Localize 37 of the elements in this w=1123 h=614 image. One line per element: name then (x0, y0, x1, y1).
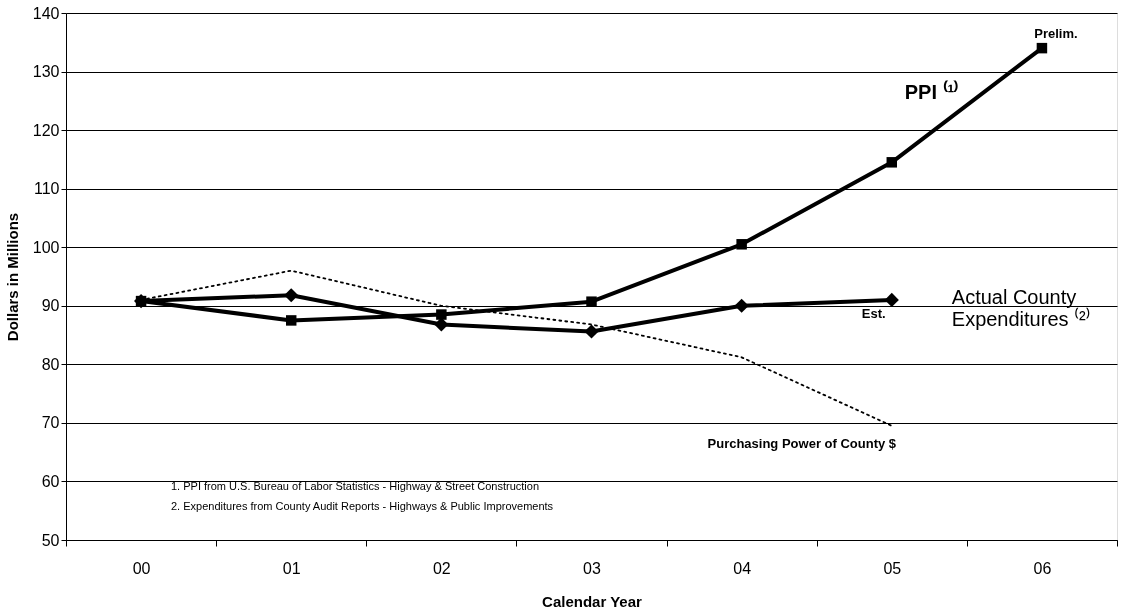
x-tick-label: 02 (432, 559, 451, 577)
x-tick-label: 04 (733, 559, 752, 577)
y-tick-label: 140 (32, 4, 60, 22)
annotation: 2. Expenditures from County Audit Reports - Highways & Public Improvements (171, 500, 554, 512)
y-tick-label: 120 (32, 121, 60, 139)
x-axis-title: Calendar Year (542, 592, 643, 610)
y-tick-label: 100 (32, 238, 60, 256)
annotation: 1. PPI from U.S. Bureau of Labor Statistics - Highway & Street Construction (171, 480, 540, 492)
y-tick-label: 130 (32, 63, 60, 81)
point (584, 324, 599, 339)
x-tick-label: 03 (583, 559, 601, 577)
y-tick-label: 50 (41, 531, 60, 549)
x-tick-label: 00 (132, 559, 151, 577)
y-tick-label: 80 (41, 355, 60, 373)
x-tick-label: 01 (282, 559, 301, 577)
point (1036, 42, 1048, 54)
series-label: PPI ⁽¹⁾ (904, 80, 960, 104)
x-tick-label: 06 (1033, 559, 1052, 577)
point (884, 292, 899, 307)
point (586, 296, 597, 307)
y-tick-label: 90 (41, 297, 60, 315)
point (736, 239, 747, 250)
point (886, 157, 898, 168)
annotation: Est. (861, 305, 886, 321)
x-tick-label: 05 (883, 559, 902, 577)
point (436, 309, 447, 320)
point (285, 315, 297, 326)
annotation: Prelim. (1034, 26, 1078, 42)
y-tick-label: 60 (41, 472, 60, 490)
series-label: Purchasing Power of County $ (707, 435, 897, 451)
point (284, 288, 299, 303)
y-tick-label: 70 (41, 414, 60, 432)
y-axis-title: Dollars in Millions (3, 212, 21, 342)
point (434, 317, 449, 332)
point (734, 298, 749, 313)
y-tick-label: 110 (33, 180, 60, 198)
text: Actual County Expenditures ⁽²⁾ (951, 285, 1091, 330)
